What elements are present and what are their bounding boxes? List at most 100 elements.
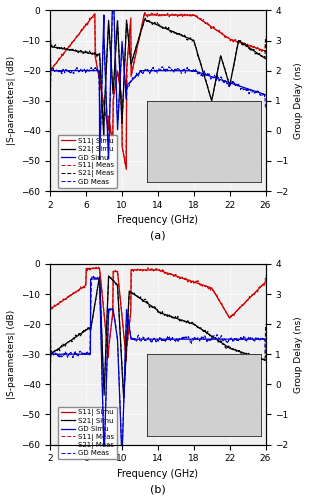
Line: GD Simu: GD Simu	[50, 0, 266, 160]
S21| Meas	[77, 332, 81, 338]
S11| Simu	[121, 323, 125, 329]
S11| Simu	[142, 12, 146, 18]
GD Simu	[264, 92, 268, 98]
S21| Simu	[162, 24, 166, 30]
Legend: S11| Simu, S21| Simu, GD Simu, S11| Meas, S21| Meas, GD Meas: S11| Simu, S21| Simu, GD Simu, S11| Meas…	[58, 406, 117, 459]
S21| Meas	[108, 274, 111, 280]
S11| Meas	[48, 38, 52, 44]
S11| Meas	[143, 10, 147, 16]
S21| Simu	[142, 298, 146, 304]
GD Simu	[48, 351, 52, 357]
GD Simu	[121, 418, 125, 424]
S11| Meas	[264, 272, 268, 278]
GD Simu	[142, 336, 146, 342]
S11| Simu	[48, 306, 52, 312]
S21| Meas	[264, 322, 268, 328]
X-axis label: Frequency (GHz): Frequency (GHz)	[117, 469, 198, 479]
S21| Meas	[121, 101, 125, 107]
GD Meas	[166, 64, 170, 70]
S11| Meas	[85, 269, 88, 275]
S21| Meas	[142, 20, 146, 26]
Line: S21| Meas: S21| Meas	[50, 277, 266, 394]
S11| Meas	[162, 268, 166, 274]
S11| Simu	[125, 166, 128, 172]
S21| Meas	[48, 307, 52, 313]
S11| Simu	[85, 22, 88, 28]
GD Simu	[77, 351, 81, 357]
GD Meas	[121, 419, 125, 425]
GD Simu	[89, 276, 92, 282]
S11| Simu	[93, 10, 97, 16]
GD Meas	[121, 52, 125, 58]
GD Meas	[264, 106, 268, 112]
S21| Simu	[85, 327, 88, 333]
GD Meas	[107, 143, 110, 149]
S21| Meas	[101, 124, 105, 130]
S21| Meas	[162, 25, 166, 31]
S21| Simu	[48, 44, 52, 50]
S11| Simu	[166, 12, 170, 18]
S21| Simu	[142, 18, 146, 24]
S11| Meas	[77, 288, 81, 294]
S11| Meas	[124, 352, 128, 358]
S21| Simu	[264, 56, 268, 62]
S11| Meas	[121, 322, 125, 328]
GD Simu	[102, 455, 106, 461]
S11| Simu	[142, 267, 146, 273]
S21| Simu	[85, 50, 88, 56]
S21| Meas	[122, 392, 126, 398]
Legend: S11| Simu, S21| Simu, GD Simu, S11| Meas, S21| Meas, GD Meas: S11| Simu, S21| Simu, GD Simu, S11| Meas…	[58, 135, 117, 188]
Line: S11| Simu: S11| Simu	[50, 268, 266, 360]
GD Simu	[48, 68, 52, 73]
Line: S21| Simu: S21| Simu	[50, 276, 266, 398]
S11| Simu	[264, 279, 268, 285]
S21| Meas	[162, 312, 166, 318]
S11| Meas	[124, 162, 128, 168]
S21| Meas	[142, 296, 146, 302]
GD Meas	[264, 354, 268, 360]
S11| Meas	[264, 34, 268, 40]
S11| Meas	[166, 12, 170, 18]
GD Meas	[48, 96, 52, 102]
S11| Simu	[84, 266, 88, 272]
S21| Simu	[77, 332, 81, 338]
S11| Meas	[166, 272, 170, 278]
S21| Meas	[85, 49, 88, 55]
S11| Meas	[121, 148, 125, 154]
GD Meas	[166, 334, 170, 340]
S21| Meas	[85, 326, 88, 332]
Y-axis label: |S-parameters| (dB): |S-parameters| (dB)	[7, 56, 16, 146]
GD Simu	[85, 68, 88, 73]
GD Simu	[85, 351, 88, 357]
GD Simu	[264, 336, 268, 342]
S21| Meas	[264, 36, 268, 43]
S21| Simu	[107, 273, 110, 279]
S11| Simu	[121, 148, 125, 154]
S21| Simu	[264, 358, 268, 364]
S21| Simu	[166, 26, 170, 32]
S21| Meas	[121, 380, 125, 386]
S21| Simu	[121, 100, 125, 105]
GD Simu	[98, 156, 101, 162]
S21| Simu	[143, 16, 146, 22]
GD Meas	[120, 442, 124, 448]
GD Simu	[162, 68, 166, 73]
S21| Simu	[77, 48, 81, 54]
S21| Meas	[77, 48, 81, 54]
S21| Simu	[121, 382, 125, 388]
S21| Simu	[122, 396, 126, 402]
Text: (b): (b)	[150, 484, 166, 494]
S11| Simu	[162, 269, 166, 275]
Line: GD Meas: GD Meas	[50, 0, 266, 146]
S11| Simu	[77, 31, 81, 37]
S11| Simu	[125, 358, 128, 364]
S21| Simu	[48, 351, 52, 357]
S11| Simu	[77, 287, 81, 293]
GD Meas	[142, 335, 146, 341]
Line: GD Meas: GD Meas	[50, 276, 266, 446]
GD Simu	[142, 68, 146, 73]
GD Simu	[77, 68, 81, 73]
S21| Meas	[166, 312, 170, 318]
S21| Meas	[143, 15, 147, 21]
S11| Simu	[48, 68, 52, 73]
